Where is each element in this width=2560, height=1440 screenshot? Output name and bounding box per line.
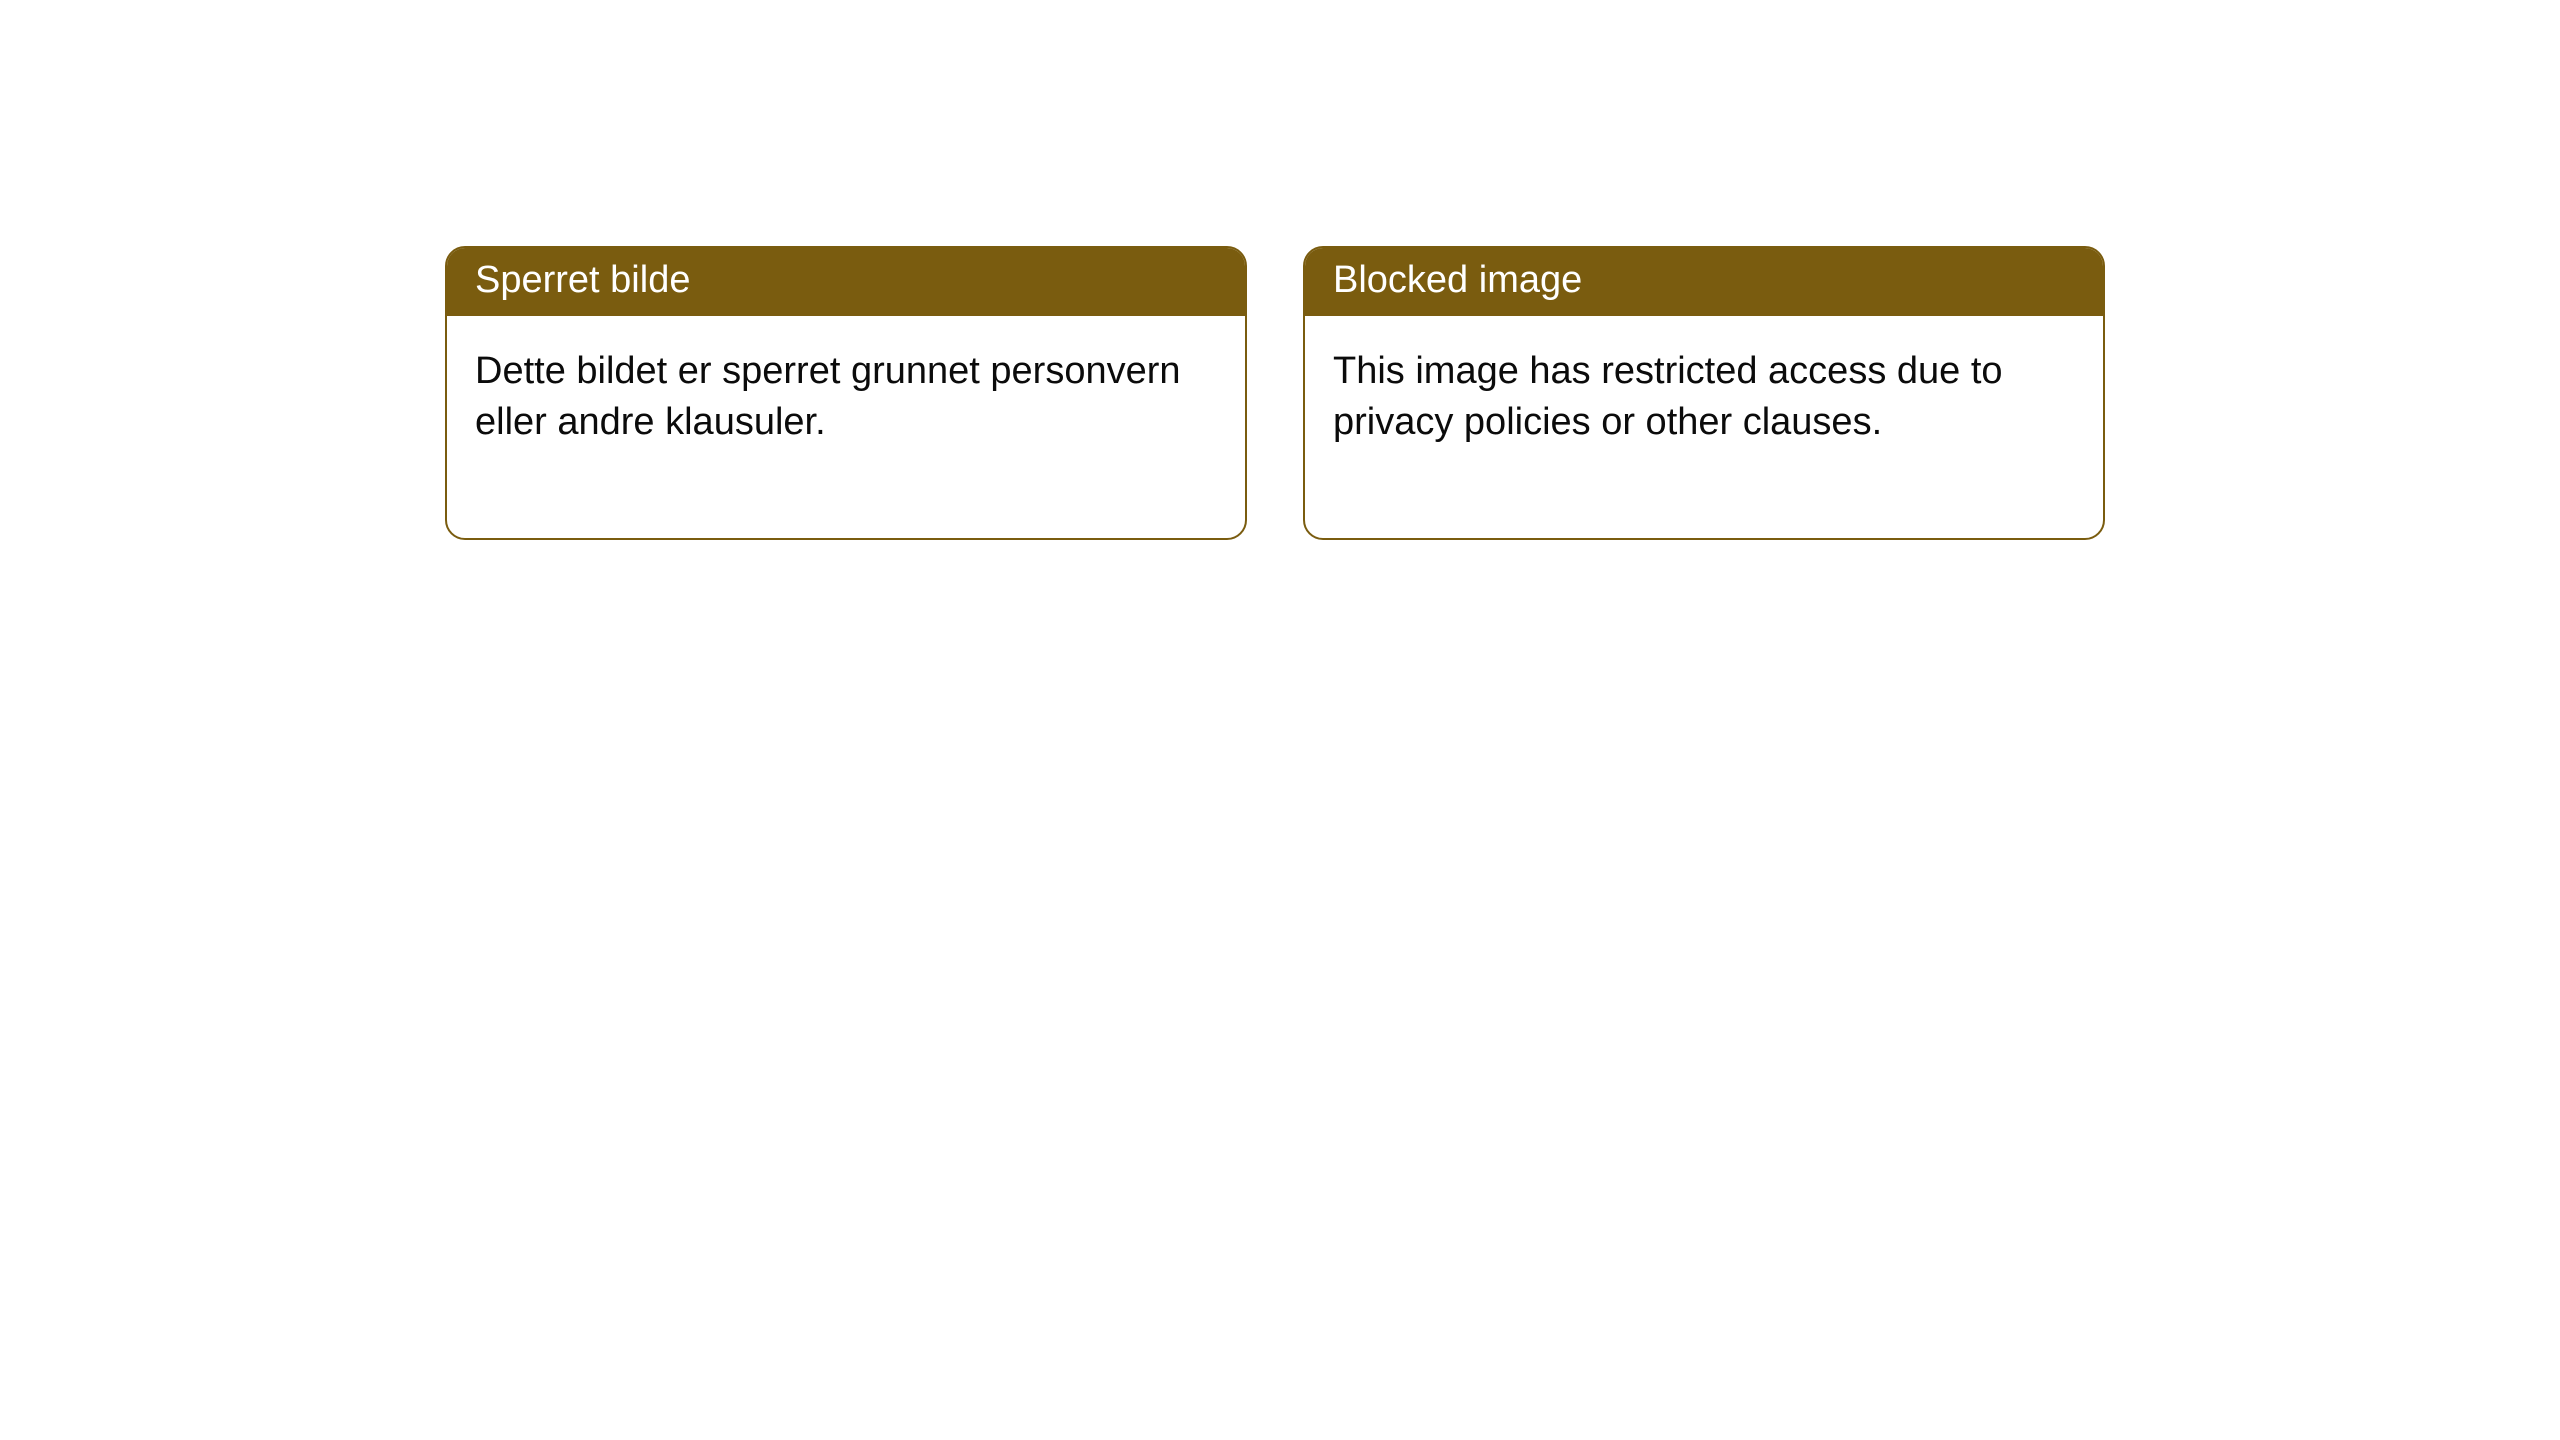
notice-title-left: Sperret bilde [447, 248, 1245, 316]
notice-card-right: Blocked image This image has restricted … [1303, 246, 2105, 540]
notice-container: Sperret bilde Dette bildet er sperret gr… [0, 0, 2560, 540]
notice-card-left: Sperret bilde Dette bildet er sperret gr… [445, 246, 1247, 540]
notice-title-right: Blocked image [1305, 248, 2103, 316]
notice-body-right: This image has restricted access due to … [1305, 316, 2103, 539]
notice-body-left: Dette bildet er sperret grunnet personve… [447, 316, 1245, 539]
